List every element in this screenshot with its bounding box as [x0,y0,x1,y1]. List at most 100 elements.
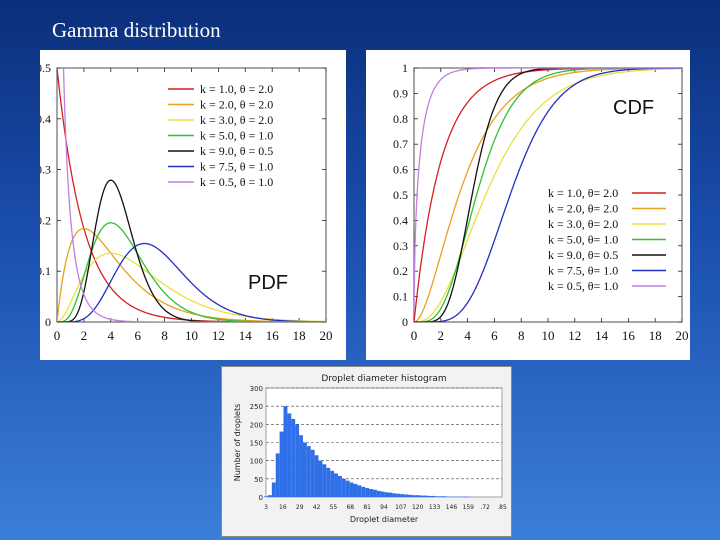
histogram-x-tick-label: 159 [463,504,475,511]
x-tick-label: 12 [568,328,581,343]
pdf-label: PDF [248,272,288,294]
histogram-bar [411,495,416,497]
y-tick-label: 0.5 [393,188,408,202]
histogram-bar [279,431,284,497]
histogram-y-label: Number of droplets [233,404,242,482]
pdf-chart-panel: 0 2 4 6 8 10 12 14 16 18 20 0 0.1 0.2 0.3 0.4 0.5 k = 1.0… [40,50,346,360]
pdf-chart: 0 2 4 6 8 10 12 14 16 18 20 0 0.1 0.2 0.3 0.4 0.5 k = 1.0… [40,61,333,343]
legend-label: k = 3.0, θ = 2.0 [200,113,273,127]
x-tick-label: 10 [542,328,555,343]
histogram-bar [337,475,342,497]
histogram-bar [407,494,412,497]
histogram-bar [287,413,292,497]
x-tick-label: 0 [411,328,418,343]
histogram-x-tick-label: 94 [380,504,388,511]
histogram-y-tick-label: 50 [254,476,263,484]
x-tick-label: 6 [134,328,141,343]
legend-label: k = 9.0, θ = 0.5 [200,144,273,158]
x-tick-label: 16 [266,328,280,343]
histogram-x-tick-label: 120 [412,504,424,511]
histogram-bar [299,435,303,497]
histogram-bar [423,495,428,497]
histogram-bar [361,486,366,497]
histogram-bar [345,480,350,497]
series-line [414,68,682,313]
y-tick-label: 0.4 [40,112,51,126]
histogram-bar [419,495,424,497]
histogram-bar [271,482,276,497]
series-line [57,252,326,322]
histogram-x-tick-label: 42 [313,504,321,511]
x-tick-label: 18 [649,328,662,343]
histogram-y-tick-label: 300 [250,385,263,393]
x-tick-label: 2 [438,328,445,343]
legend-label: k = 1.0, θ= 2.0 [548,186,618,200]
histogram-bar [267,495,272,497]
cdf-chart: 0 2 4 6 8 10 12 14 16 18 20 0 0.1 0.2 0.3 0.4 0.5 0.6 0.7 0… [393,61,689,343]
x-tick-label: 12 [212,328,225,343]
x-tick-label: 18 [293,328,306,343]
histogram-x-tick-label: .85 [497,504,507,511]
series-line [57,242,326,322]
histogram-y-tick-label: 150 [250,440,263,448]
histogram-y-tick-label: 250 [250,403,263,411]
histogram-bar [264,496,268,497]
histogram-bar [400,494,405,497]
legend-label: k = 7.5, θ = 1.0 [200,160,273,174]
histogram-x-tick-label: 107 [395,504,407,511]
y-tick-label: 1 [402,61,408,75]
histogram-bar [372,489,377,497]
legend-label: k = 2.0, θ= 2.0 [548,202,618,216]
legend-label: k = 2.0, θ = 2.0 [200,98,273,112]
histogram-y-tick-label: 0 [259,494,263,502]
histogram-bar [318,460,323,497]
histogram-x-tick-label: 55 [330,504,338,511]
legend-label: k = 3.0, θ= 2.0 [548,217,618,231]
y-tick-label: 0.1 [393,290,408,304]
histogram-bar [326,467,331,497]
legend-label: k = 0.5, θ = 1.0 [200,175,273,189]
histogram-chart: Droplet diameter histogram 0 50 100 150 200 25… [233,374,507,524]
histogram-bar [306,446,311,497]
y-tick-label: 0.9 [393,86,408,100]
x-tick-label: 14 [595,328,609,343]
histogram-bar [404,494,408,497]
y-tick-label: 0.4 [393,213,408,227]
histogram-title: Droplet diameter histogram [321,374,446,384]
series-line [57,179,326,322]
histogram-x-tick-label: 68 [346,504,354,511]
y-tick-label: 0.5 [40,61,51,75]
y-tick-label: 0 [402,315,408,329]
histogram-x-tick-label: 16 [279,504,287,511]
histogram-bar [388,492,393,497]
histogram-bar [365,487,370,497]
histogram-bar [376,490,381,497]
legend-label: k = 5.0, θ= 1.0 [548,233,618,247]
x-tick-label: 4 [108,328,115,343]
legend-label: k = 5.0, θ = 1.0 [200,129,273,143]
legend-label: k = 7.5, θ= 1.0 [548,264,618,278]
legend-label: k = 9.0, θ= 0.5 [548,248,618,262]
y-tick-label: 0.8 [393,112,408,126]
x-tick-label: 6 [491,328,498,343]
series-line [62,68,326,322]
histogram-panel: Droplet diameter histogram 0 50 100 150 200 25… [221,366,512,537]
histogram-bar [302,442,307,497]
histogram-bar [330,470,335,497]
y-tick-label: 0.7 [393,137,408,151]
histogram-bar [439,496,443,497]
x-tick-label: 16 [622,328,636,343]
histogram-bar [341,478,346,497]
histogram-bar [392,493,397,497]
histogram-bar [396,493,401,497]
histogram-x-label: Droplet diameter [350,515,419,524]
histogram-bar [443,496,447,497]
cdf-chart-panel: 0 2 4 6 8 10 12 14 16 18 20 0 0.1 0.2 0.3 0.4 0.5 0.6 0.7 0… [366,50,690,360]
histogram-x-tick-label: 133 [429,504,441,511]
x-tick-label: 0 [54,328,61,343]
y-tick-label: 0.2 [40,213,51,227]
histogram-bar [353,483,358,497]
histogram-bar [334,473,338,497]
y-tick-label: 0.1 [40,264,51,278]
y-tick-label: 0.2 [393,264,408,278]
